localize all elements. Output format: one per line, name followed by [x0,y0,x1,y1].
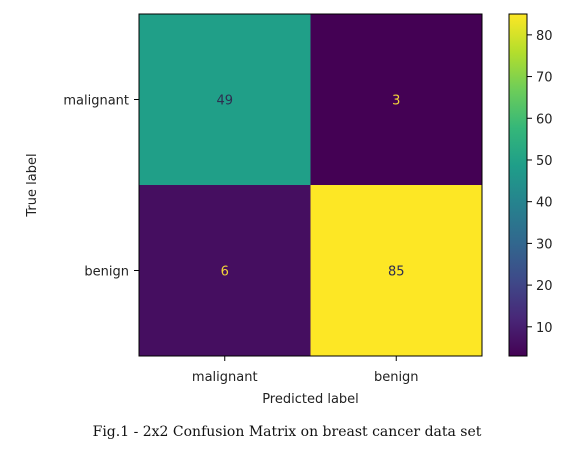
colorbar-tick-label: 80 [536,29,553,44]
matrix-cell [139,185,311,356]
colorbar-tick-label: 40 [536,196,553,211]
matrix-cell [310,185,482,356]
cell-value-label: 6 [221,265,229,280]
x-tick-label: benign [374,370,419,385]
colorbar-tick-label: 70 [536,71,553,86]
matrix-frame [138,13,483,357]
colorbar [508,13,528,357]
y-tick-label: malignant [63,94,129,109]
figure-caption: Fig.1 - 2x2 Confusion Matrix on breast c… [92,424,482,440]
cell-value-label: 85 [388,265,405,280]
x-tick-label: malignant [192,370,258,385]
cell-value-label: 49 [216,94,233,109]
colorbar-tick-label: 10 [536,321,553,336]
colorbar-tick-label: 60 [536,112,553,127]
matrix-cell [310,14,482,185]
matrix-cell [139,14,311,185]
cell-value-label: 3 [392,94,400,109]
colorbar-tick-label: 20 [536,279,553,294]
y-axis-label: True label [25,153,40,217]
y-tick-label: benign [84,265,129,280]
colorbar-tick-label: 30 [536,237,553,252]
x-axis-label: Predicted label [262,392,359,407]
confusion-matrix-chart: 49 3 6 85 malignant benign malignant benign Pred… [25,13,553,407]
colorbar-tick-label: 50 [536,154,553,169]
